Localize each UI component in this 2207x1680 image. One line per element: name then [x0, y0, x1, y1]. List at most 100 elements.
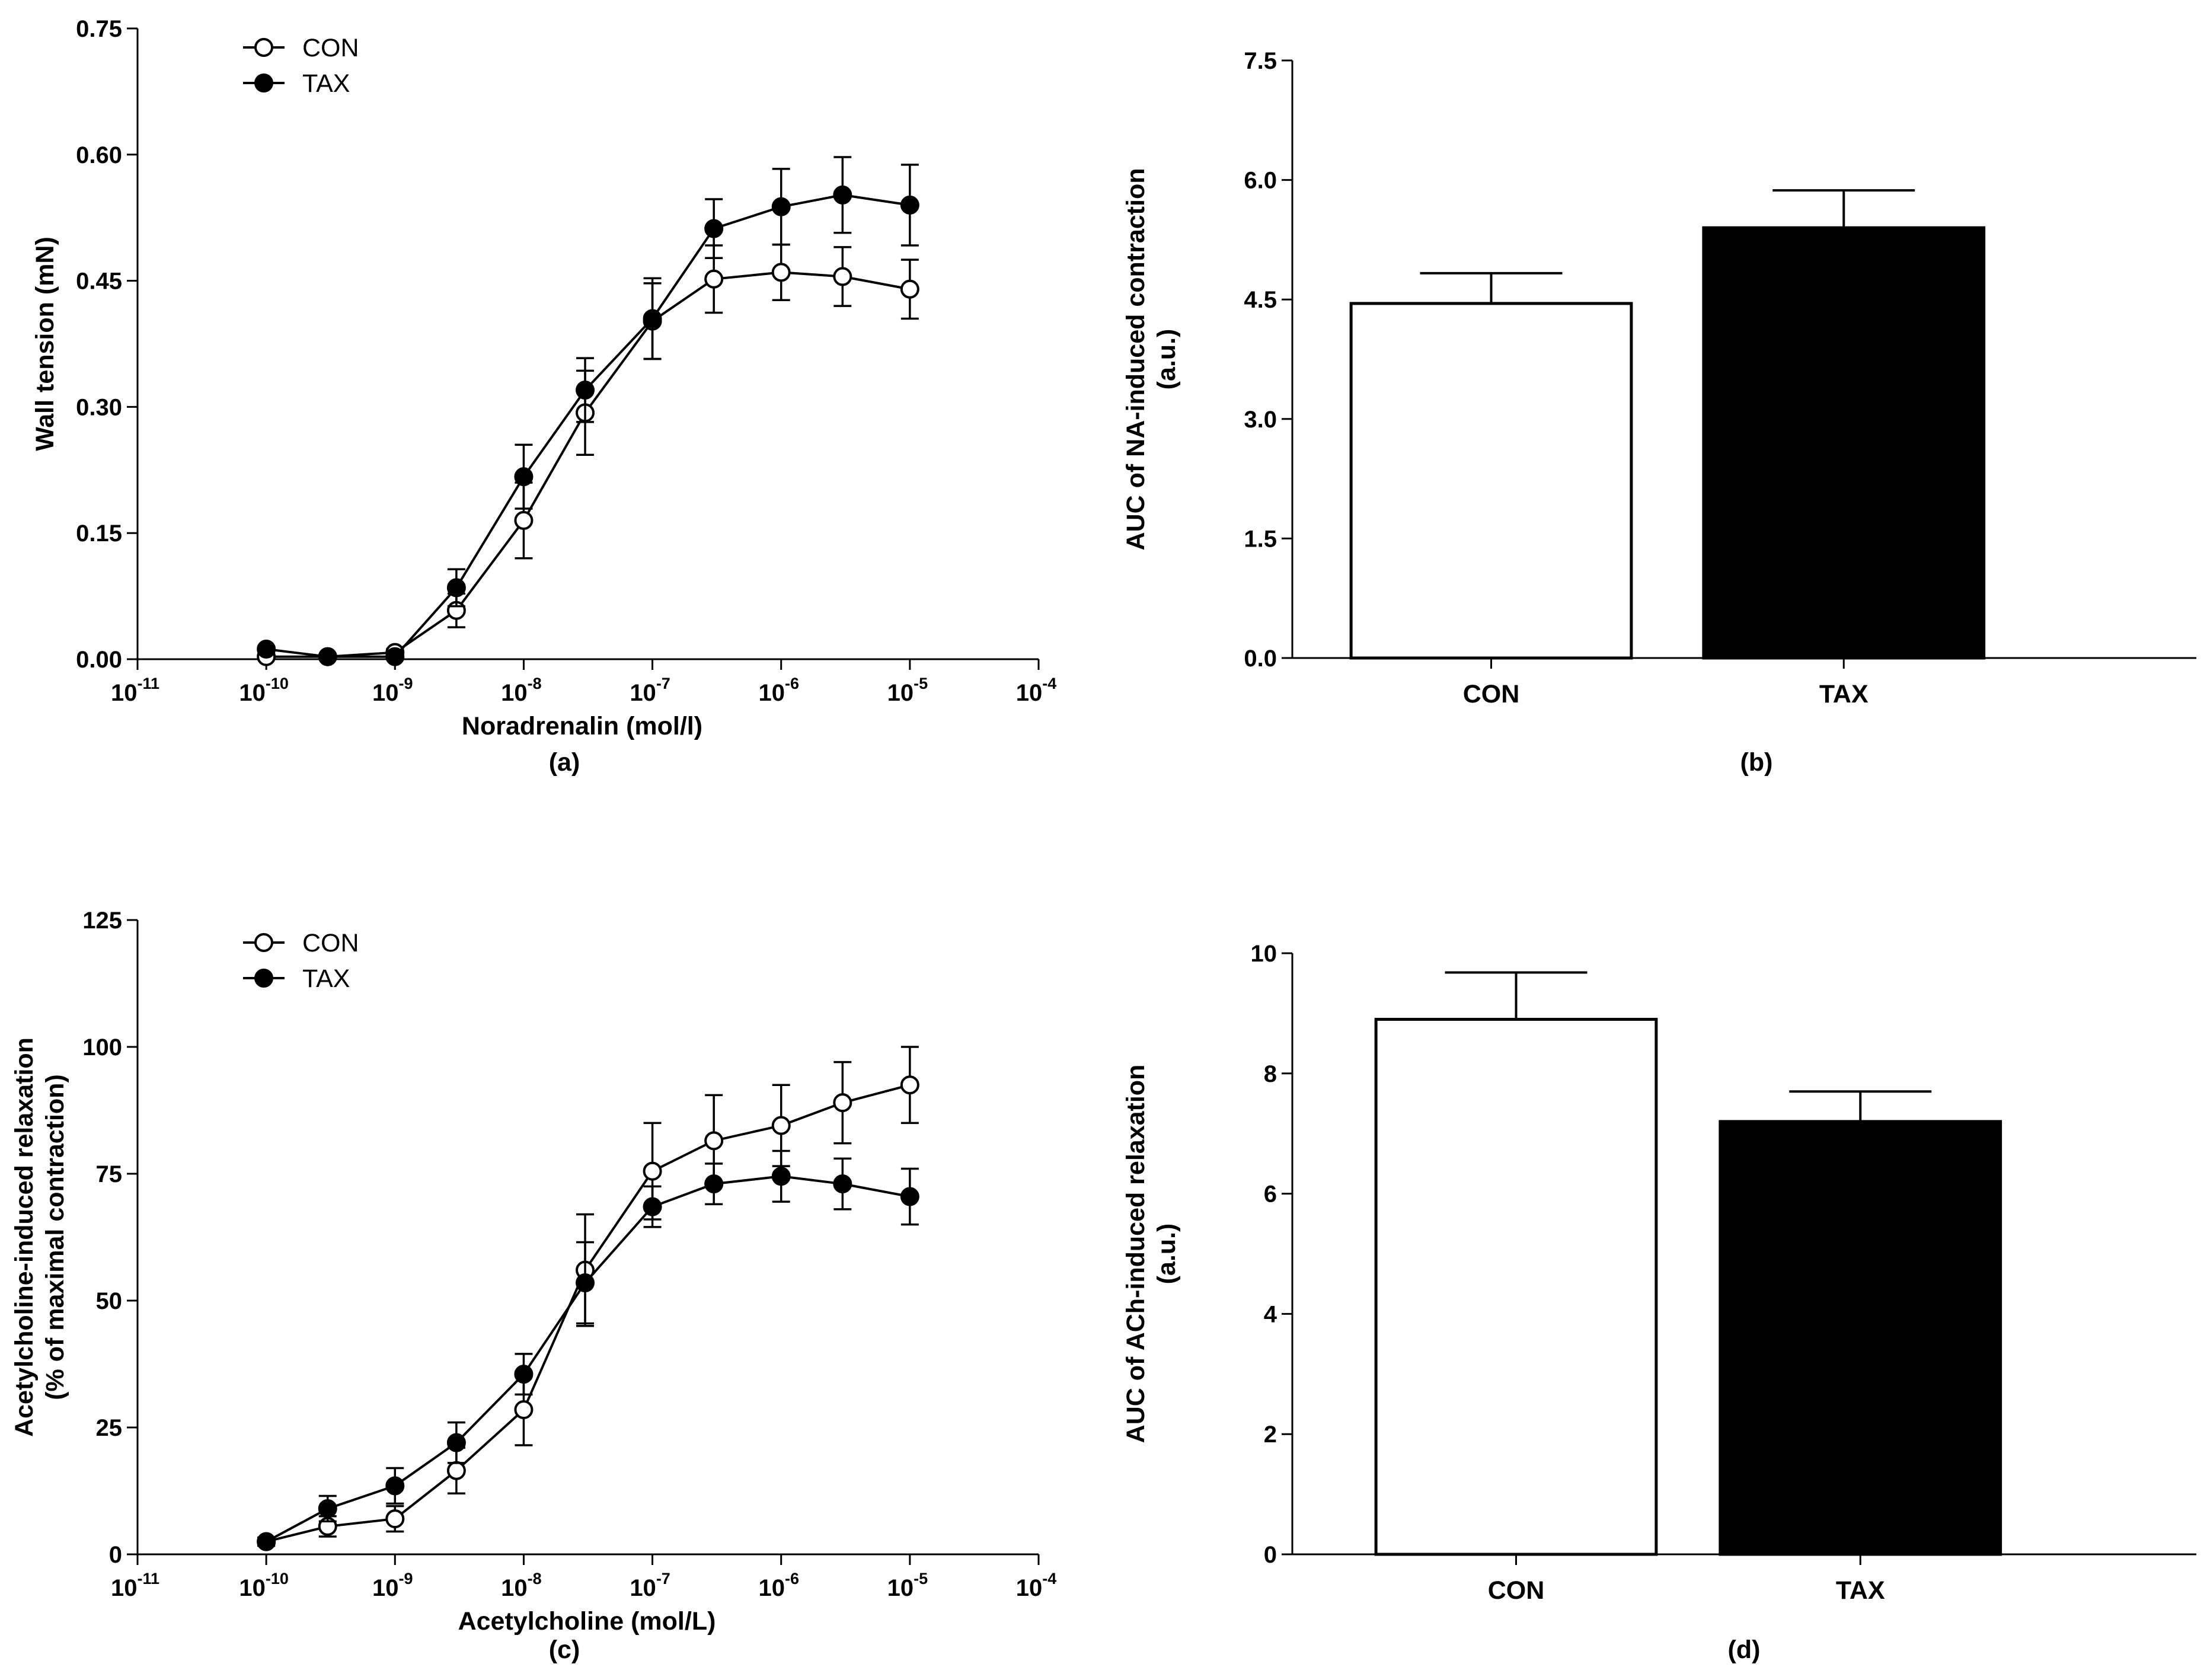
- y-tick-label: 7.5: [1244, 48, 1277, 74]
- data-point: [257, 639, 276, 659]
- data-point: [576, 381, 595, 400]
- series-tax: [257, 156, 919, 666]
- data-point: [385, 647, 405, 666]
- x-tick-label: CON: [1463, 680, 1520, 708]
- panel-label: (c): [549, 1636, 580, 1664]
- y-tick-label: 0.60: [76, 142, 122, 168]
- data-point: [446, 578, 466, 598]
- series-con: [257, 243, 919, 666]
- y-tick-label: 0: [109, 1542, 122, 1568]
- x-tick-label: 10-9: [372, 675, 413, 706]
- y-tick-label: 1.5: [1244, 526, 1277, 552]
- y-axis-label: (% of maximal contraction): [41, 1074, 69, 1400]
- x-axis-label: Acetylcholine (mol/L): [458, 1607, 716, 1636]
- data-point: [514, 1400, 534, 1420]
- x-tick-label: 10-10: [239, 675, 289, 706]
- y-tick-label: 0.30: [76, 394, 122, 420]
- panel-c: 0 25 50 75 100 125 Acetylcholine-induced relax…: [10, 908, 1056, 1664]
- y-tick-label: 0.0: [1244, 646, 1277, 672]
- legend-marker: [254, 969, 273, 988]
- x-tick-label: 10-8: [501, 1570, 542, 1601]
- panel-label: (d): [1728, 1636, 1761, 1664]
- y-axis-label: AUC of ACh-induced relaxation: [1122, 1065, 1150, 1443]
- x-tick-label: 10-10: [239, 1570, 289, 1601]
- y-axis-label: (a.u.): [1152, 329, 1181, 390]
- series-line: [266, 271, 911, 658]
- x-tick-label: 10-5: [887, 675, 928, 706]
- y-tick-label: 6: [1264, 1181, 1277, 1208]
- data-point: [446, 1433, 466, 1452]
- data-point: [446, 1461, 466, 1480]
- x-tick-label: 10-6: [758, 675, 799, 706]
- data-point: [900, 195, 919, 215]
- y-tick-label: 50: [96, 1288, 123, 1314]
- data-point: [257, 1532, 276, 1551]
- data-point: [514, 467, 534, 487]
- y-tick-label: 0.00: [76, 647, 122, 673]
- x-tick-label: 10-8: [501, 675, 542, 706]
- data-point: [704, 1174, 724, 1194]
- data-point: [833, 1093, 852, 1113]
- x-tick-label: 10-11: [111, 1570, 159, 1601]
- legend-marker: [254, 933, 273, 952]
- bar-con: [1349, 302, 1633, 660]
- y-tick-label: 2: [1264, 1422, 1277, 1448]
- y-tick-label: 4.5: [1244, 287, 1277, 313]
- data-point: [318, 647, 337, 666]
- bar-con: [1374, 1018, 1658, 1556]
- series-line: [266, 1084, 911, 1543]
- y-tick-label: 100: [82, 1034, 122, 1061]
- legend-label: TAX: [302, 964, 350, 993]
- data-point: [704, 1131, 724, 1151]
- data-point: [771, 263, 791, 282]
- data-point: [900, 1075, 919, 1095]
- y-axis-label: (a.u.): [1152, 1224, 1181, 1285]
- y-tick-label: 0: [1264, 1542, 1277, 1568]
- x-tick-label: 10-7: [630, 675, 670, 706]
- data-point: [833, 267, 852, 286]
- data-point: [704, 269, 724, 289]
- panel-b: 0.0 1.5 3.0 4.5 6.0 7.5 AUC of NA-induced cont…: [1122, 48, 2196, 777]
- y-tick-label: 125: [82, 908, 122, 934]
- panel-d: 0 2 4 6 8 10 AUC of ACh-induced relaxation (a.u…: [1122, 941, 2196, 1664]
- data-point: [704, 219, 724, 238]
- x-axis-label: Noradrenalin (mol/l): [462, 712, 702, 740]
- data-point: [643, 1197, 662, 1216]
- data-point: [643, 309, 662, 328]
- panel-a: 0.00 0.15 0.30 0.45 0.60 0.75 Wall tension (mN…: [31, 16, 1056, 777]
- y-tick-label: 0.15: [76, 520, 122, 547]
- x-tick-label: CON: [1488, 1576, 1545, 1605]
- data-point: [385, 1476, 405, 1496]
- x-tick-label: TAX: [1819, 680, 1869, 708]
- legend-label: CON: [302, 34, 359, 62]
- y-tick-label: 25: [96, 1415, 123, 1441]
- y-axis-label: Acetylcholine-induced relaxation: [10, 1037, 39, 1437]
- y-tick-label: 10: [1251, 941, 1277, 967]
- y-axis-label: AUC of NA-induced contraction: [1122, 168, 1150, 551]
- data-point: [900, 1187, 919, 1206]
- series-line: [266, 193, 911, 658]
- x-tick-label: TAX: [1836, 1576, 1885, 1605]
- series-tax: [257, 1149, 919, 1551]
- data-point: [900, 279, 919, 299]
- series-con: [257, 1046, 919, 1551]
- legend-label: TAX: [302, 69, 350, 98]
- x-tick-label: 10-4: [1016, 675, 1057, 706]
- bar-tax: [1719, 1120, 2002, 1556]
- y-tick-label: 0.45: [76, 269, 122, 295]
- data-point: [318, 1499, 337, 1518]
- data-point: [771, 197, 791, 216]
- data-point: [385, 1509, 405, 1529]
- legend-label: CON: [302, 929, 359, 957]
- x-tick-label: 10-5: [887, 1570, 928, 1601]
- y-tick-label: 4: [1264, 1301, 1277, 1327]
- panel-label: (b): [1740, 748, 1773, 777]
- x-tick-label: 10-9: [372, 1570, 413, 1601]
- y-tick-label: 0.75: [76, 16, 122, 42]
- y-tick-label: 8: [1264, 1061, 1277, 1087]
- x-tick-label: 10-4: [1016, 1570, 1057, 1601]
- data-point: [833, 185, 852, 205]
- bar-tax: [1702, 226, 1986, 660]
- legend-marker: [254, 74, 273, 92]
- y-axis-label: Wall tension (mN): [31, 237, 59, 451]
